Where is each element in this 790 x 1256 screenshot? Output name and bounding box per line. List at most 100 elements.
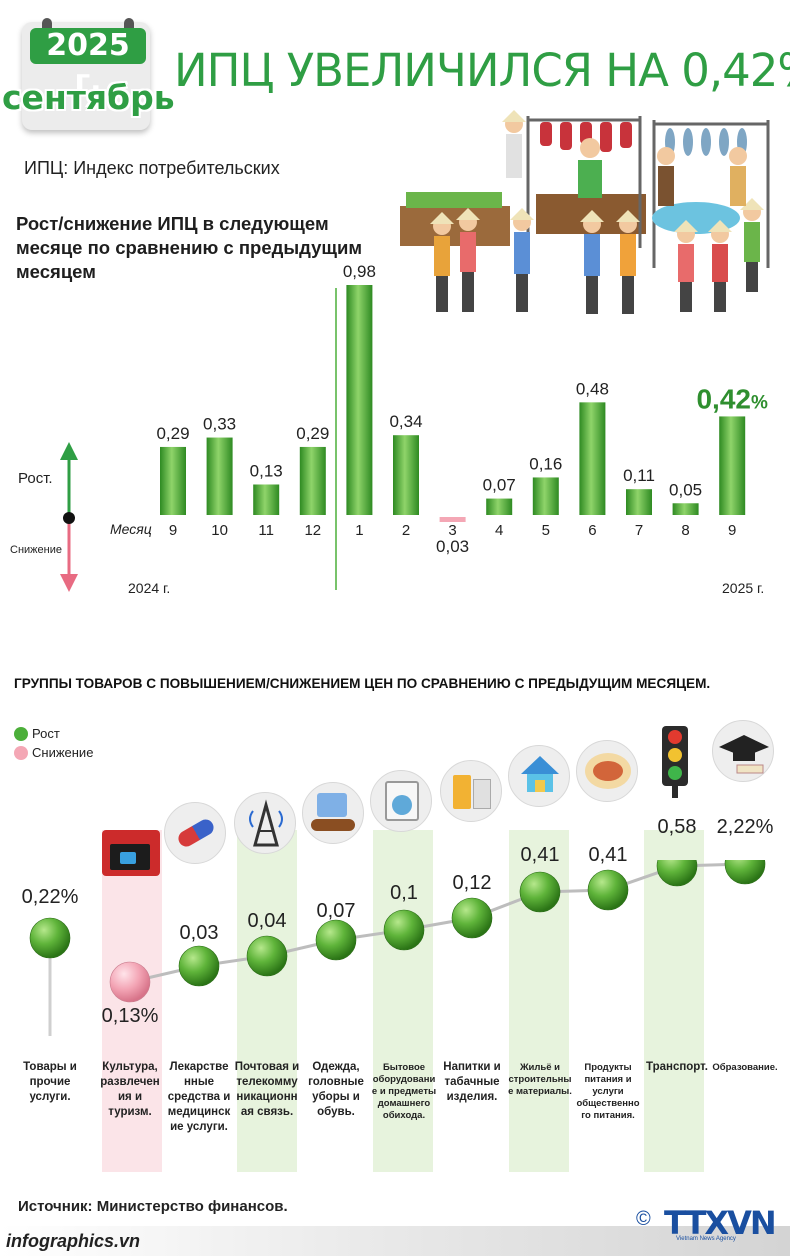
- category-label: Культура, развлечен ия и туризм.: [100, 1061, 160, 1118]
- bar-value-label: 0,05: [669, 480, 702, 499]
- category-band-telecom: [237, 830, 297, 1172]
- category-value-label: 0,13%: [101, 1005, 159, 1027]
- decline-label: Снижение: [10, 544, 62, 556]
- month-tick-label: 10: [211, 522, 228, 539]
- bar-month-2: [393, 435, 419, 515]
- footer-bar: [0, 1226, 790, 1256]
- category-dot: [587, 869, 629, 911]
- growth-label: Рост.: [18, 470, 53, 487]
- legend-growth-swatch: [14, 727, 28, 741]
- bar-value-label: 0,16: [529, 454, 562, 473]
- category-label: Почтовая и телекомму никационн ая связь.: [234, 1061, 300, 1118]
- bar-month-1: [346, 285, 373, 515]
- telecom-tower-icon: [234, 792, 296, 854]
- category-dot: [178, 945, 220, 987]
- month-tick-label: 11: [258, 522, 274, 539]
- bar-month-12: [299, 446, 326, 515]
- category-value-label: 0,04: [247, 910, 287, 932]
- badge-year: 2025 г.: [30, 28, 146, 99]
- category-dot: [383, 909, 425, 951]
- pills-icon: [164, 802, 226, 864]
- food-plate-icon: [576, 740, 638, 802]
- category-label: Образование.: [712, 1062, 778, 1073]
- bar-value-label: 0,34: [389, 412, 422, 431]
- growth-arrow-up-icon: [60, 442, 78, 460]
- month-tick-label: 5: [542, 522, 550, 539]
- category-dot: [109, 961, 151, 1003]
- category-dot: [29, 917, 71, 959]
- chart-title: Рост/снижение ИПЦ в следующем месяце по …: [16, 213, 363, 282]
- badge-month: сентябрь: [2, 78, 175, 117]
- washing-machine-icon: [370, 770, 432, 832]
- month-tick-label: 6: [588, 522, 596, 539]
- percent-suffix: %: [751, 392, 768, 413]
- month-tick-label: 8: [681, 522, 689, 539]
- bar-value-label: 0,03: [436, 537, 469, 556]
- drinks-cigarettes-icon: [440, 760, 502, 822]
- hanging-meat: [540, 122, 632, 152]
- page-title: ИПЦ УВЕЛИЧИЛСЯ НА 0,42%: [174, 44, 790, 97]
- month-tick-label: 1: [355, 522, 363, 539]
- axis-zero-dot: [63, 512, 75, 524]
- hanging-fish: [665, 128, 747, 156]
- month-tick-label: 2: [402, 522, 410, 539]
- category-value-label: 0,12: [452, 872, 492, 894]
- year-2025-label: 2025 г.: [722, 580, 765, 596]
- category-dot: [519, 871, 561, 913]
- year-2024-label: 2024 г.: [128, 580, 171, 596]
- bar-month-3-negative: [439, 517, 466, 522]
- footer-site: infographics.vn: [6, 1231, 141, 1251]
- bar-month-11: [253, 484, 280, 515]
- decline-arrow-down-icon: [60, 574, 78, 592]
- category-dot: [246, 935, 288, 977]
- copyright-symbol: ©: [636, 1208, 651, 1230]
- traffic-light-icon: [658, 726, 692, 798]
- category-value-label: 0,58: [657, 816, 697, 838]
- category-label: Напитки и табачные изделия.: [443, 1061, 501, 1103]
- month-tick-label: 3: [448, 522, 456, 539]
- bar-value-label: 0,48: [576, 379, 609, 398]
- category-label: Лекарстве нные средства и медицинск ие у…: [167, 1061, 231, 1133]
- cpi-bar-chart: 0,29 9 0,33 10 0,13 11 0,29 12 0,98 1 0,34 2 0,033 0,…: [156, 262, 768, 590]
- groups-section-title: ГРУППЫ ТОВАРОВ С ПОВЫШЕНИЕМ/СНИЖЕНИЕМ ЦЕ…: [14, 676, 711, 691]
- category-label: Продукты питания и услуги общественно го…: [576, 1062, 640, 1121]
- month-tick-label: 4: [495, 522, 503, 539]
- legend-growth-label: Рост: [32, 726, 60, 741]
- ttxvn-logo-subtitle: Vietnam News Agency: [676, 1236, 736, 1242]
- category-value-label: 2,22%: [716, 816, 774, 838]
- bar-month-9: [160, 446, 186, 515]
- bar-value-label: 0,29: [156, 424, 189, 443]
- bar-month-4: [486, 498, 513, 515]
- category-dot: [315, 919, 357, 961]
- growth-axis-indicator: [60, 442, 78, 592]
- category-value-label: 0,41: [520, 844, 560, 866]
- clothes-shoes-icon: [302, 782, 364, 844]
- bar-month-8: [672, 503, 699, 515]
- bar-month-6: [579, 402, 606, 515]
- category-dot: [724, 860, 766, 885]
- cpi-definition: ИПЦ: Индекс потребительских: [24, 158, 280, 178]
- category-label: Транспорт.: [645, 1061, 708, 1073]
- legend-decline-label: Снижение: [32, 745, 94, 760]
- ttxvn-logo: TTXVN: [664, 1204, 777, 1242]
- category-dot-chart: [29, 860, 766, 1036]
- legend-decline-swatch: [14, 746, 28, 760]
- bar-value-label: 0,07: [483, 476, 516, 495]
- month-tick-label: 9: [169, 522, 177, 539]
- category-band-transport: [644, 830, 704, 1172]
- category-value-label: 0,41: [588, 844, 628, 866]
- bar-value-label: 0,11: [623, 466, 655, 485]
- category-label: Одежда, головные уборы и обувь.: [308, 1061, 364, 1118]
- bar-month-7: [626, 489, 652, 515]
- category-value-label: 0,07: [316, 900, 356, 922]
- category-band-household: [373, 830, 433, 1172]
- bar-value-label: 0,13: [250, 461, 283, 480]
- month-tick-label: 7: [635, 522, 643, 539]
- bar-month-5: [532, 477, 559, 515]
- month-axis-label: Месяц: [110, 521, 152, 537]
- trend-line: [129, 862, 746, 984]
- bar-value-label: 0,42%: [696, 383, 768, 414]
- category-value-label: 0,22%: [21, 886, 79, 908]
- bar-month-9: [719, 416, 746, 515]
- vegetable-stall: [400, 206, 510, 246]
